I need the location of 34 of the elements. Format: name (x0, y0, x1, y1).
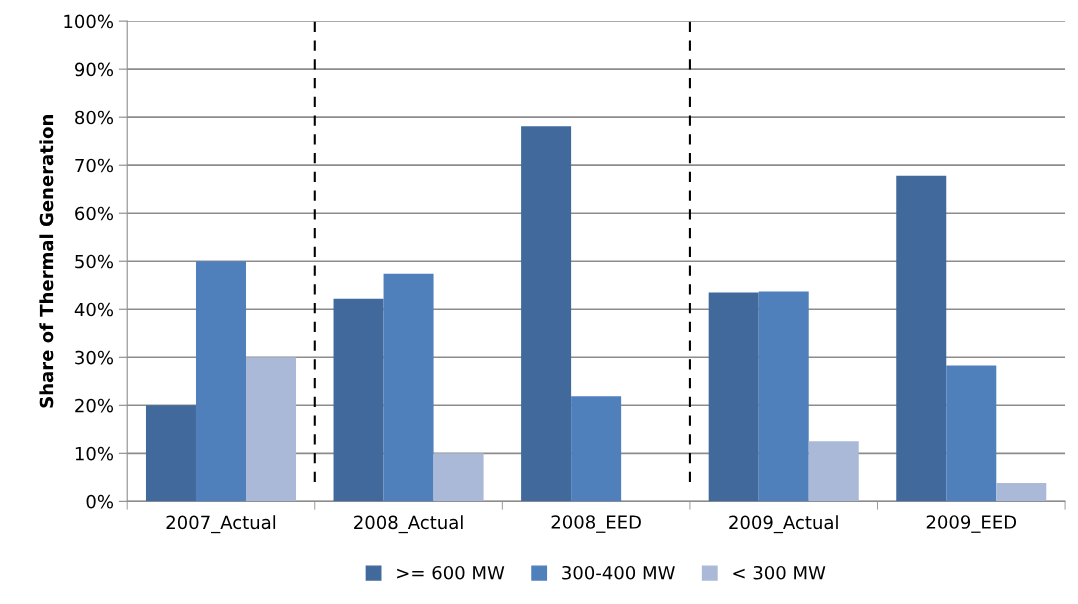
x-tick-label: 2008_Actual (354, 515, 463, 534)
bar (433, 453, 484, 502)
y-axis-title: Share of Thermal Generation (39, 115, 54, 408)
bar (996, 483, 1047, 502)
bar (896, 175, 947, 502)
x-tick-label: 2009_EED (926, 515, 1017, 533)
y-tick-label: 40% (74, 302, 114, 317)
bar (195, 261, 246, 502)
bar (571, 396, 622, 502)
legend-label: >= 600 MW (397, 565, 505, 580)
bar (946, 365, 997, 502)
y-tick-label: 90% (75, 62, 114, 77)
y-tick-label: 70% (75, 158, 114, 173)
x-tick-label: 2007_Actual (166, 515, 276, 534)
y-tick-label: 10% (75, 446, 114, 461)
bar (145, 405, 196, 502)
y-tick-label: 20% (75, 398, 114, 413)
y-tick-label: 50% (75, 254, 114, 269)
x-tick-label: 2008_EED (551, 515, 641, 533)
y-tick-label: 80% (75, 110, 114, 125)
bar (808, 441, 859, 502)
bar (383, 273, 434, 502)
bar (333, 298, 384, 502)
legend-label: < 300 MW (733, 565, 826, 580)
bar (708, 292, 759, 502)
x-tick-label: 2009_Actual (729, 515, 838, 534)
bar (758, 291, 809, 502)
y-tick-label: 100% (64, 14, 114, 29)
bar (521, 126, 572, 502)
bar (246, 357, 297, 502)
y-tick-label: 60% (75, 206, 114, 221)
legend-label: 300-400 MW (562, 565, 675, 580)
y-tick-label: 30% (75, 350, 114, 365)
y-tick-label: 0% (86, 494, 114, 509)
